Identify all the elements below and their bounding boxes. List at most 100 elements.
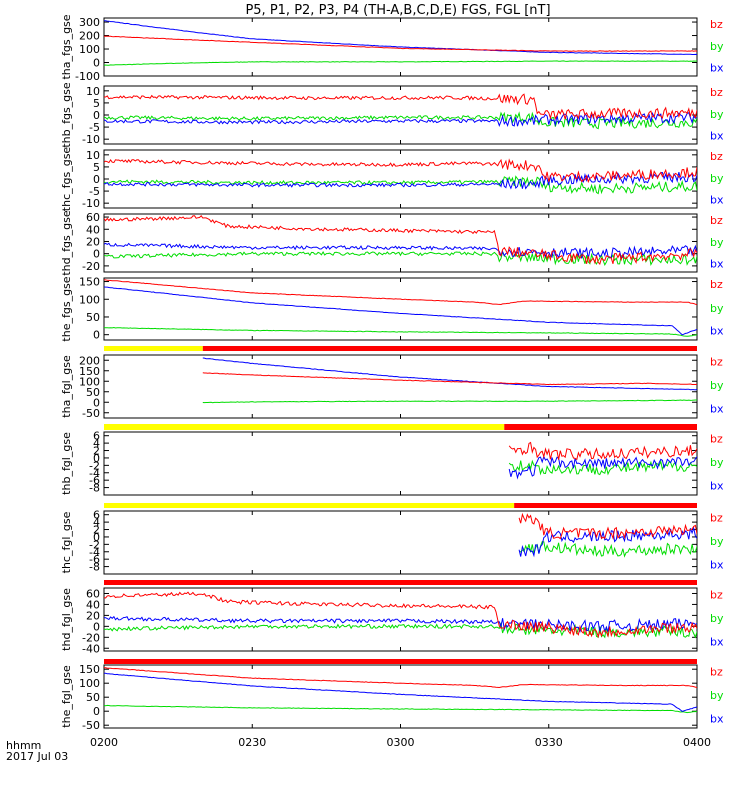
x-tick-label: 0400 [683, 736, 711, 749]
y-tick-label: 50 [86, 311, 100, 324]
y-axis-label: thc_fgl_gse [60, 511, 73, 573]
series-bz-line [104, 93, 697, 120]
legend-bx: bx [710, 636, 724, 649]
series-bz-line [508, 441, 697, 461]
series-bx-line [104, 615, 697, 633]
legend-bz: bz [710, 355, 723, 368]
y-tick-label: 40 [86, 598, 100, 611]
mode-bar-red-segment [104, 580, 697, 585]
y-tick-label: 2 [93, 524, 100, 537]
y-tick-label: -5 [89, 185, 100, 198]
mode-bar-red-segment [104, 659, 697, 664]
series-bz-line [202, 372, 697, 386]
y-tick-label: -8 [89, 482, 100, 495]
legend-bz: bz [710, 665, 723, 678]
series-bz-line [104, 591, 697, 639]
legend-by: by [710, 379, 724, 392]
y-tick-label: 20 [86, 609, 100, 622]
mode-bar [104, 424, 697, 430]
time-axis: 0200 0230 0300 0330 0400 [90, 736, 711, 749]
y-tick-label: -6 [89, 553, 100, 566]
panel-frame [103, 85, 698, 145]
y-tick-label: 100 [79, 293, 100, 306]
y-axis-label: the_fgs_gse [60, 276, 73, 341]
legend-bz: bz [710, 432, 723, 445]
legend-bx: bx [710, 257, 724, 270]
legend-by: by [710, 40, 724, 53]
series-by-line [508, 459, 697, 476]
legend-bx: bx [710, 713, 724, 726]
y-tick-label: 5 [93, 161, 100, 174]
series-bz-line [104, 279, 697, 306]
y-tick-label: -20 [82, 631, 100, 644]
y-tick-label: 20 [86, 235, 100, 248]
series-by-line [202, 399, 697, 404]
x-tick-label: 0200 [90, 736, 118, 749]
y-tick-label: 100 [79, 375, 100, 388]
y-tick-label: 0 [93, 620, 100, 633]
series-bx-line [104, 286, 697, 336]
y-tick-label: 0 [93, 173, 100, 186]
y-tick-label: 10 [86, 85, 100, 98]
y-tick-label: 6 [93, 430, 100, 443]
legend-bx: bx [710, 61, 724, 74]
y-axis-label: tha_fgs_gse [60, 14, 73, 79]
y-tick-label: 0 [93, 57, 100, 70]
mode-bar-red-segment [514, 503, 697, 508]
y-axis-label: the_fgl_gse [60, 665, 73, 728]
series-bx-line [508, 455, 697, 480]
y-tick-label: -10 [82, 197, 100, 210]
mode-bar [104, 580, 697, 585]
series-bx-line [104, 171, 697, 190]
y-tick-label: 0 [93, 329, 100, 342]
legend-bz: bz [710, 86, 723, 99]
legend-bz: bz [710, 511, 723, 524]
legend-bz: bz [710, 214, 723, 227]
series-bx-line [104, 672, 697, 712]
series-bz-line [104, 667, 697, 689]
y-tick-label: 2 [93, 445, 100, 458]
series-bx-line [518, 526, 697, 558]
series-bx-line [104, 111, 697, 128]
legend-bx: bx [710, 559, 724, 572]
x-tick-label: 0230 [238, 736, 266, 749]
panel-frame [103, 213, 698, 273]
y-tick-label: 5 [93, 97, 100, 110]
y-tick-label: 40 [86, 223, 100, 236]
panel-frame [103, 664, 698, 729]
y-tick-label: -10 [82, 133, 100, 146]
y-axis-label: thb_fgl_gse [60, 432, 73, 495]
series-by-line [104, 175, 697, 195]
mode-bar-red-segment [504, 424, 697, 430]
series-by-line [104, 250, 697, 266]
legend-bx: bx [710, 480, 724, 493]
y-tick-label: 60 [86, 587, 100, 600]
hhmm-label: hhmm [6, 739, 41, 752]
y-tick-label: 150 [79, 276, 100, 289]
legend-bx: bx [710, 129, 724, 142]
mode-bar-red-segment [202, 346, 698, 351]
mode-bar [104, 346, 698, 351]
y-tick-label: 0 [93, 109, 100, 122]
y-axis-label: thd_fgs_gse [60, 210, 73, 276]
mode-bar [104, 503, 697, 508]
legend-bz: bz [710, 588, 723, 601]
series-bx-line [104, 242, 697, 259]
series-bx-line [104, 20, 697, 55]
y-tick-label: 0 [93, 705, 100, 718]
y-axis-label: tha_fgl_gse [60, 355, 73, 418]
x-tick-label: 0330 [535, 736, 563, 749]
y-tick-label: 0 [93, 396, 100, 409]
y-tick-label: 300 [79, 16, 100, 29]
series-by-line [104, 704, 697, 714]
series-bz-line [104, 35, 697, 52]
